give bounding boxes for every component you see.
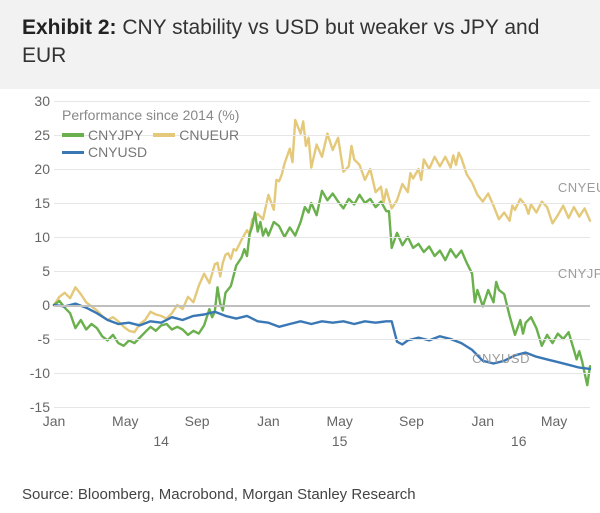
y-axis-label: -10 [6,365,50,381]
series-end-label: CNYUSD [472,351,530,366]
chart-subtitle: Performance since 2014 (%) [62,107,239,123]
y-axis-label: -5 [6,331,50,347]
gridline [54,407,590,408]
gridline [54,169,590,170]
x-axis-year-label: 15 [332,433,348,449]
y-axis-label: 20 [6,161,50,177]
source-text: Source: Bloomberg, Macrobond, Morgan Sta… [22,486,416,503]
legend-label: CNYJPY [88,127,143,143]
legend-label: CNUEUR [179,127,239,143]
x-axis-label: Jan [43,413,66,429]
y-axis-label: 0 [6,297,50,313]
y-axis-label: 30 [6,93,50,109]
gridline [54,237,590,238]
gridline [54,101,590,102]
gridline [54,305,590,307]
x-axis-label: May [326,413,352,429]
gridline [54,339,590,340]
y-axis-label: 10 [6,229,50,245]
x-axis-label: Jan [257,413,280,429]
x-axis-year-label: 16 [511,433,527,449]
gridline [54,203,590,204]
legend-swatch [62,133,84,137]
chart-area: CNYJPY CNUEUR CNYUSD Performance since 201… [0,89,600,459]
series-end-label: CNYEUR [558,180,600,195]
y-axis-label: 5 [6,263,50,279]
y-axis-label: 25 [6,127,50,143]
x-axis-label: May [541,413,567,429]
series-end-label: CNYJPY [558,266,600,281]
y-axis-label: 15 [6,195,50,211]
x-axis-label: May [112,413,138,429]
gridline [54,271,590,272]
legend: CNYJPY CNUEUR CNYUSD [62,126,249,161]
legend-swatch [62,151,84,155]
legend-label: CNYUSD [88,144,147,160]
legend-swatch [153,133,175,137]
x-axis-year-label: 14 [153,433,169,449]
gridline [54,373,590,374]
x-axis-label: Sep [399,413,424,429]
x-axis-label: Jan [472,413,495,429]
exhibit-label: Exhibit 2: [22,16,117,39]
exhibit-header: Exhibit 2: CNY stability vs USD but weak… [0,0,600,89]
x-axis-label: Sep [185,413,210,429]
